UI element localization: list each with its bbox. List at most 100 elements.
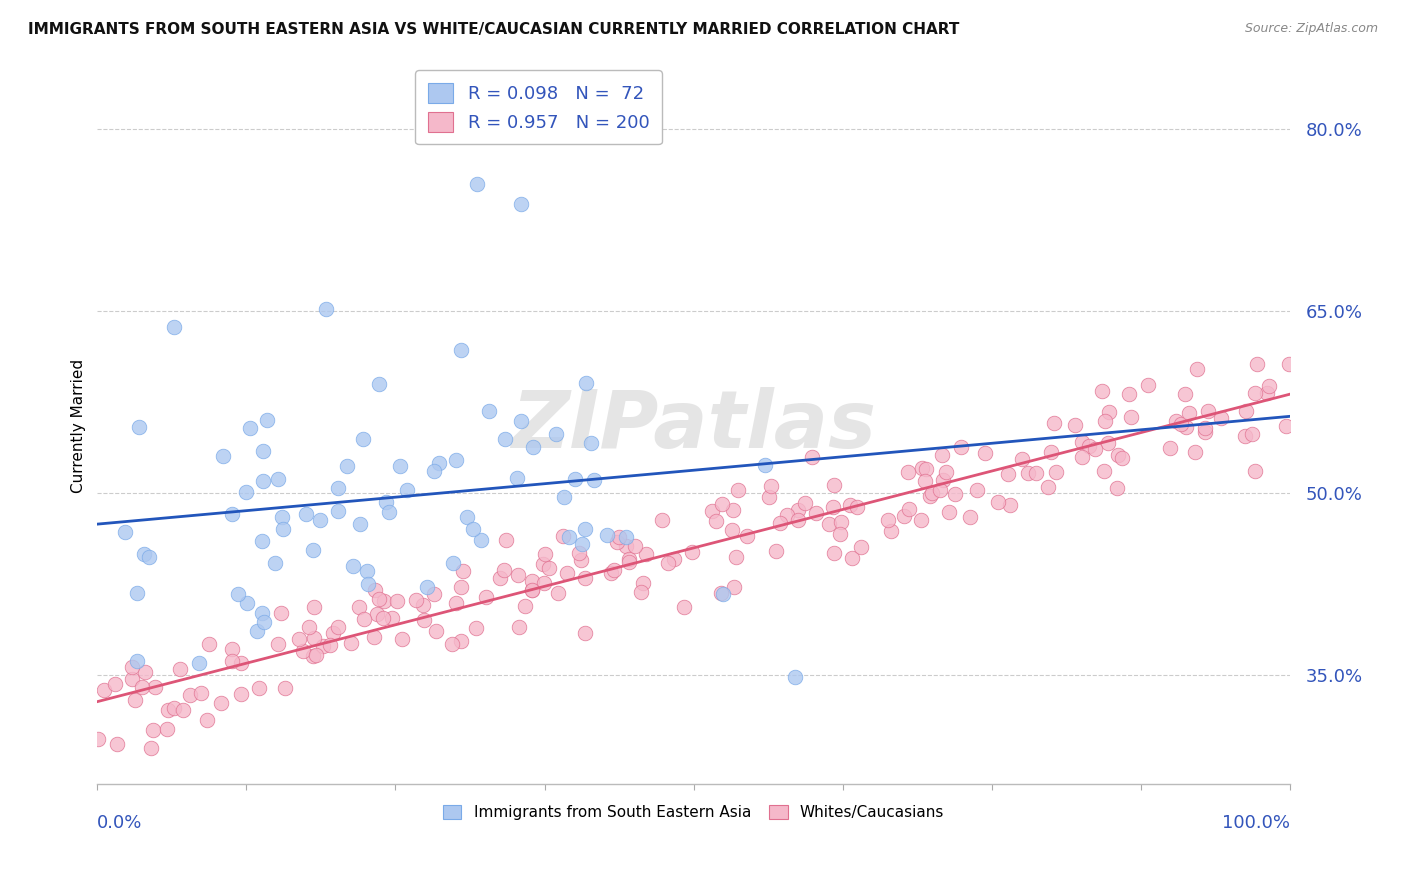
Point xyxy=(830,516,852,530)
Point xyxy=(388,458,411,473)
Point xyxy=(235,484,257,499)
Point xyxy=(1209,410,1232,425)
Point xyxy=(1234,404,1257,418)
Point xyxy=(723,580,745,594)
Point xyxy=(1111,450,1133,465)
Point xyxy=(758,490,780,504)
Point xyxy=(295,507,318,521)
Point xyxy=(444,452,467,467)
Point xyxy=(943,486,966,500)
Point xyxy=(617,555,640,569)
Point xyxy=(531,558,554,572)
Point xyxy=(630,585,652,599)
Point xyxy=(134,665,156,679)
Point xyxy=(138,549,160,564)
Point xyxy=(124,693,146,707)
Point xyxy=(1258,378,1281,392)
Point xyxy=(997,467,1019,481)
Point xyxy=(381,611,404,625)
Y-axis label: Currently Married: Currently Married xyxy=(72,359,86,493)
Point xyxy=(93,682,115,697)
Point xyxy=(352,432,374,446)
Point xyxy=(624,540,647,554)
Text: Source: ZipAtlas.com: Source: ZipAtlas.com xyxy=(1244,22,1378,36)
Point xyxy=(998,498,1021,512)
Point xyxy=(465,621,488,635)
Point xyxy=(897,465,920,479)
Point xyxy=(673,599,696,614)
Point xyxy=(931,448,953,462)
Point xyxy=(353,612,375,626)
Point xyxy=(322,626,344,640)
Point xyxy=(823,546,845,560)
Point xyxy=(1011,452,1033,467)
Point xyxy=(571,553,593,567)
Point xyxy=(509,197,531,211)
Point xyxy=(564,471,586,485)
Point xyxy=(412,598,434,612)
Point xyxy=(616,529,638,543)
Point xyxy=(793,495,815,509)
Point xyxy=(839,499,862,513)
Text: IMMIGRANTS FROM SOUTH EASTERN ASIA VS WHITE/CAUCASIAN CURRENTLY MARRIED CORRELAT: IMMIGRANTS FROM SOUTH EASTERN ASIA VS WH… xyxy=(28,22,959,37)
Point xyxy=(450,580,472,594)
Point xyxy=(342,558,364,573)
Point xyxy=(312,639,335,653)
Point xyxy=(553,490,575,504)
Point xyxy=(328,482,350,496)
Point xyxy=(1105,481,1128,495)
Point xyxy=(574,376,596,391)
Point xyxy=(657,556,679,570)
Point xyxy=(1197,404,1219,418)
Point xyxy=(551,529,574,543)
Point xyxy=(163,320,186,334)
Point xyxy=(415,580,437,594)
Point xyxy=(456,509,478,524)
Point xyxy=(533,575,555,590)
Point xyxy=(987,495,1010,509)
Point xyxy=(366,607,388,622)
Point xyxy=(1045,465,1067,479)
Point xyxy=(651,513,673,527)
Point xyxy=(849,540,872,554)
Point xyxy=(841,550,863,565)
Point xyxy=(288,632,311,647)
Point xyxy=(783,670,806,684)
Point xyxy=(267,472,290,486)
Point xyxy=(391,632,413,646)
Point xyxy=(273,681,295,695)
Point xyxy=(357,577,380,591)
Point xyxy=(441,637,464,651)
Point xyxy=(264,556,287,570)
Point xyxy=(145,681,167,695)
Point xyxy=(371,611,394,625)
Point xyxy=(1017,467,1039,481)
Point xyxy=(606,535,628,549)
Point xyxy=(221,654,243,668)
Point xyxy=(823,500,845,514)
Point xyxy=(121,672,143,686)
Point xyxy=(974,446,997,460)
Point xyxy=(340,636,363,650)
Point xyxy=(711,497,734,511)
Point xyxy=(495,533,517,547)
Point xyxy=(932,473,955,487)
Point xyxy=(609,530,631,544)
Point xyxy=(520,583,543,598)
Point xyxy=(128,419,150,434)
Point xyxy=(1071,435,1094,450)
Point xyxy=(465,177,488,191)
Point xyxy=(423,586,446,600)
Point xyxy=(1185,361,1208,376)
Point xyxy=(915,462,938,476)
Point xyxy=(250,606,273,620)
Point xyxy=(190,686,212,700)
Point xyxy=(423,464,446,478)
Legend: Immigrants from South Eastern Asia, Whites/Caucasians: Immigrants from South Eastern Asia, Whit… xyxy=(437,798,950,826)
Point xyxy=(522,441,544,455)
Point xyxy=(571,536,593,550)
Point xyxy=(328,504,350,518)
Point xyxy=(754,458,776,472)
Point xyxy=(368,376,391,391)
Point xyxy=(806,506,828,520)
